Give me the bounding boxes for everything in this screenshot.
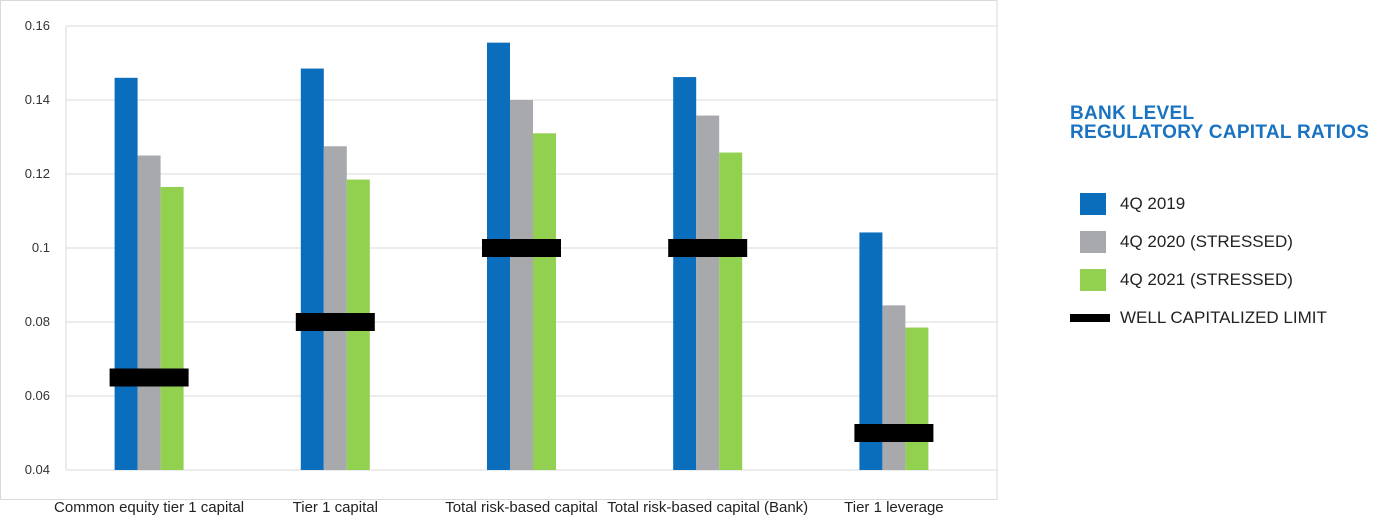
legend-item-4q-2021: 4Q 2021 (STRESSED) xyxy=(1070,269,1370,291)
limit-marker-cat-1 xyxy=(109,368,189,387)
legend-item-well-capitalized-limit: WELL CAPITALIZED LIMIT xyxy=(1070,308,1370,328)
bar-1-cat-5 xyxy=(859,232,883,470)
bar-1-cat-2 xyxy=(300,68,324,471)
limit-marker-cat-4 xyxy=(668,239,748,257)
legend-label-4q-2021: 4Q 2021 (STRESSED) xyxy=(1120,270,1293,289)
x-category-label-4: Total risk-based capital (Bank) xyxy=(607,499,808,516)
bar-3-cat-1 xyxy=(160,186,184,470)
bar-chart: 0.04 0.06 0.08 0.1 0.12 0.14 0.16 Common equity… xyxy=(0,0,998,516)
bar-1-cat-4 xyxy=(673,77,697,470)
limit-marker-cat-2 xyxy=(295,313,375,331)
x-category-label-2: Tier 1 capital xyxy=(293,499,378,516)
y-tick-label-2: 0.08 xyxy=(25,314,50,329)
y-tick-label-6: 0.16 xyxy=(25,18,50,33)
legend-swatch-limit xyxy=(1070,314,1110,322)
limit-marker-cat-3 xyxy=(482,239,561,257)
legend-swatch-4q-2020 xyxy=(1080,231,1106,253)
legend: BANK LEVEL REGULATORY CAPITAL RATIOS 4Q … xyxy=(1070,104,1370,346)
legend-title-line-2: REGULATORY CAPITAL RATIOS xyxy=(1070,122,1370,143)
legend-item-4q-2020: 4Q 2020 (STRESSED) xyxy=(1070,231,1370,253)
limit-marker-cat-5 xyxy=(854,424,934,442)
bar-3-cat-5 xyxy=(905,327,929,470)
bar-1-cat-1 xyxy=(114,77,138,471)
legend-item-4q-2019: 4Q 2019 xyxy=(1070,193,1370,215)
bar-2-cat-5 xyxy=(882,305,906,470)
legend-label-4q-2019: 4Q 2019 xyxy=(1120,194,1186,213)
x-category-label-5: Tier 1 leverage xyxy=(844,499,944,516)
y-tick-label-0: 0.04 xyxy=(25,462,50,477)
bar-2-cat-3 xyxy=(510,100,533,470)
x-category-label-3: Total risk-based capital xyxy=(445,499,598,516)
legend-swatch-4q-2021 xyxy=(1080,269,1106,291)
bar-2-cat-2 xyxy=(323,146,347,470)
bar-2-cat-4 xyxy=(696,115,720,470)
legend-title-line-1: BANK LEVEL xyxy=(1070,103,1195,124)
legend-label-limit: WELL CAPITALIZED LIMIT xyxy=(1120,308,1327,327)
y-tick-label-1: 0.06 xyxy=(25,388,50,403)
y-tick-label-4: 0.12 xyxy=(25,166,50,181)
bar-3-cat-3 xyxy=(533,133,556,471)
legend-label-4q-2020: 4Q 2020 (STRESSED) xyxy=(1120,232,1293,251)
y-tick-label-3: 0.1 xyxy=(32,240,50,255)
plot-frame xyxy=(0,0,998,500)
legend-title: BANK LEVEL REGULATORY CAPITAL RATIOS xyxy=(1070,104,1370,142)
bar-3-cat-4 xyxy=(719,152,743,471)
y-tick-label-5: 0.14 xyxy=(25,92,50,107)
bar-2-cat-1 xyxy=(137,155,161,470)
legend-swatch-4q-2019 xyxy=(1080,193,1106,215)
x-category-label-1: Common equity tier 1 capital xyxy=(54,499,244,516)
